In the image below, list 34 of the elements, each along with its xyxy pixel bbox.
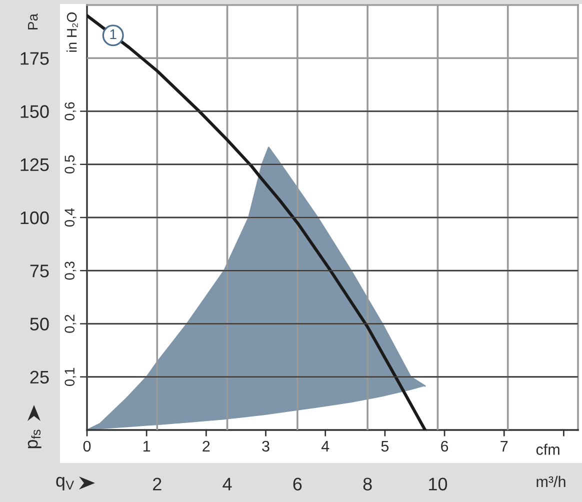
x2-axis-title: cfm xyxy=(536,444,560,455)
x2-tick-label: 4 xyxy=(321,440,330,452)
y-tick-label: 50 xyxy=(30,318,49,330)
text: m³/h xyxy=(536,476,566,488)
x2-tick-label: 5 xyxy=(381,440,389,452)
x2-tick-label: 2 xyxy=(202,440,210,452)
text: Pa xyxy=(28,14,38,30)
x-tick-label: 2 xyxy=(153,478,162,490)
x2-tick-label: 6 xyxy=(441,440,448,452)
y2-tick-label: 0,1 xyxy=(64,368,76,386)
y-tick-label: 150 xyxy=(20,105,49,118)
x2-tick-label: 3 xyxy=(262,440,270,452)
series-label: 1 xyxy=(110,29,116,39)
x-tick-label: 10 xyxy=(429,478,448,490)
y-axis-title: p$_{fs}$ xyxy=(28,430,42,448)
y-tick-label: 125 xyxy=(20,158,49,172)
line-series xyxy=(87,14,427,430)
x2-tick-label: 7 xyxy=(500,440,508,452)
x-tick-label: 6 xyxy=(293,478,302,490)
y-tick-label: 100 xyxy=(20,211,49,224)
x2-tick-label: 1 xyxy=(144,440,150,452)
x2-tick-label: 0 xyxy=(83,440,91,452)
y2-tick-label: 0,3 xyxy=(64,262,76,280)
y-tick-label: 75 xyxy=(30,264,49,278)
x-tick-label: 8 xyxy=(363,478,372,490)
x-tick-label: 4 xyxy=(222,478,232,490)
y2-tick-label: 0,5 xyxy=(64,155,76,174)
y-tick-label: 175 xyxy=(20,52,49,65)
y2-tick-label: 0,2 xyxy=(64,314,76,333)
y2-axis-title: in H₂O xyxy=(66,12,78,52)
y2-tick-label: 0,4 xyxy=(64,208,76,227)
y-tick-label: 25 xyxy=(30,370,49,384)
x-axis-title: q$_{V}$ xyxy=(56,476,74,490)
y2-tick-label: 0,6 xyxy=(64,102,76,120)
